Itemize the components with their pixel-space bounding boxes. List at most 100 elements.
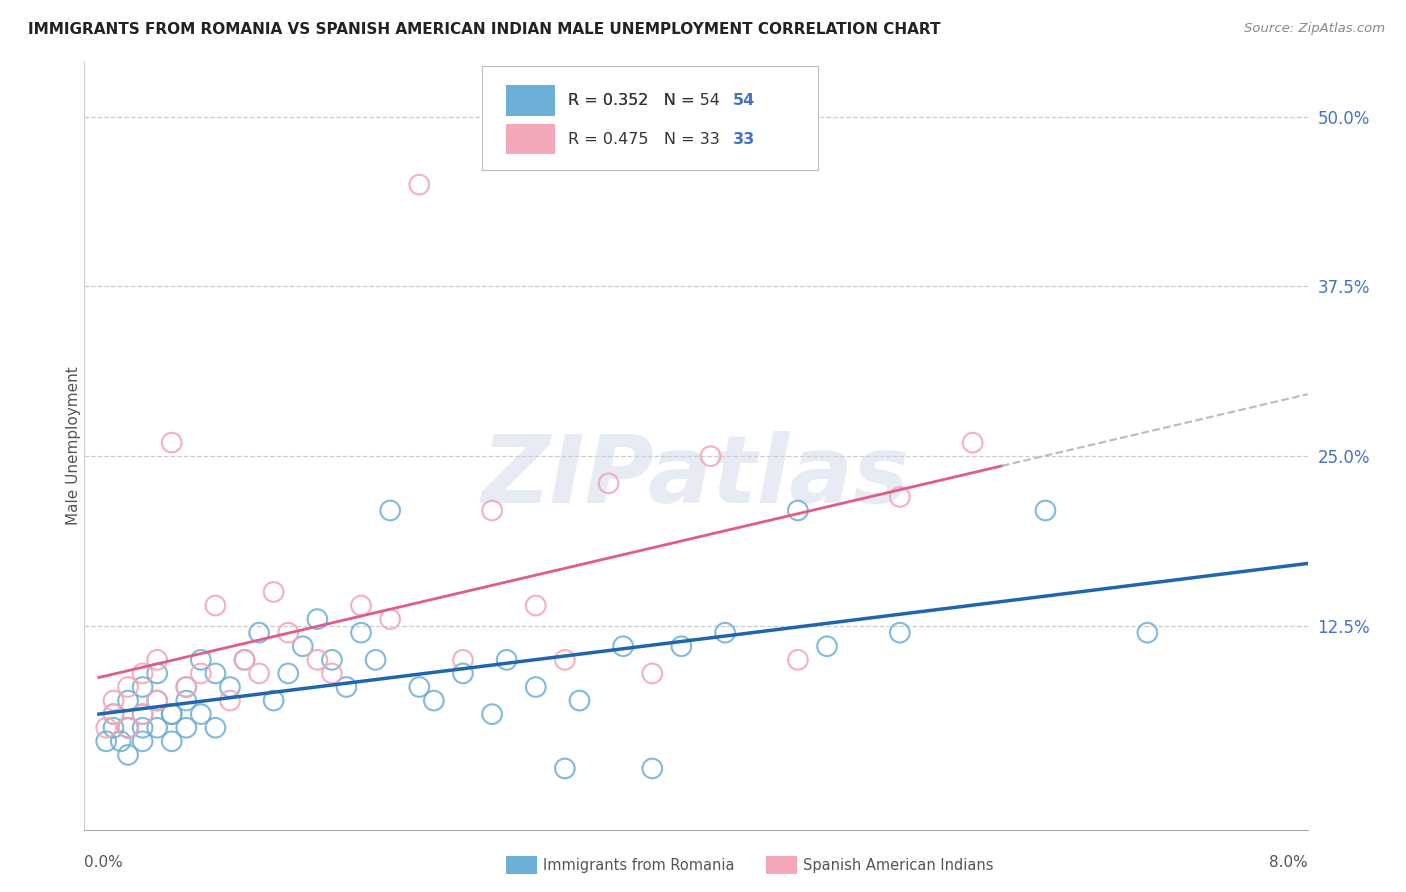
Point	[263, 585, 285, 599]
Point	[889, 490, 911, 504]
Point	[451, 653, 474, 667]
Text: Immigrants from Romania: Immigrants from Romania	[543, 858, 734, 872]
Point	[117, 747, 139, 762]
FancyBboxPatch shape	[506, 86, 555, 116]
Point	[103, 707, 125, 722]
Point	[495, 653, 517, 667]
Point	[277, 625, 299, 640]
Point	[190, 666, 212, 681]
Point	[350, 599, 373, 613]
Point	[174, 680, 197, 694]
Point	[524, 680, 547, 694]
Point	[160, 734, 183, 748]
Point	[962, 435, 984, 450]
Text: R = 0.352   N =: R = 0.352 N =	[568, 94, 699, 108]
Point	[103, 693, 125, 707]
Point	[1136, 625, 1159, 640]
Point	[364, 653, 387, 667]
Point	[554, 762, 576, 776]
Point	[131, 721, 153, 735]
Point	[117, 693, 139, 707]
Point	[204, 599, 226, 613]
Point	[247, 625, 270, 640]
Point	[117, 680, 139, 694]
Point	[103, 721, 125, 735]
Point	[277, 666, 299, 681]
Point	[233, 653, 256, 667]
Point	[641, 762, 664, 776]
Point	[380, 612, 402, 626]
Point	[612, 640, 634, 654]
Point	[219, 680, 242, 694]
Point	[787, 653, 810, 667]
Point	[350, 625, 373, 640]
Point	[787, 503, 810, 517]
Point	[307, 612, 329, 626]
Point	[174, 680, 197, 694]
Point	[117, 721, 139, 735]
Point	[671, 640, 693, 654]
Point	[160, 435, 183, 450]
Point	[174, 721, 197, 735]
Text: R = 0.475   N = 33: R = 0.475 N = 33	[568, 132, 720, 146]
Text: Source: ZipAtlas.com: Source: ZipAtlas.com	[1244, 22, 1385, 36]
Point	[554, 653, 576, 667]
Text: 8.0%: 8.0%	[1268, 855, 1308, 870]
Text: 0.0%: 0.0%	[84, 855, 124, 870]
Point	[481, 707, 503, 722]
Point	[247, 666, 270, 681]
Point	[96, 721, 118, 735]
FancyBboxPatch shape	[482, 66, 818, 169]
Point	[146, 693, 169, 707]
Point	[423, 693, 446, 707]
Point	[714, 625, 737, 640]
Point	[204, 666, 226, 681]
Point	[96, 734, 118, 748]
Point	[641, 666, 664, 681]
Text: ZIPatlas: ZIPatlas	[482, 431, 910, 523]
Point	[146, 721, 169, 735]
Point	[103, 707, 125, 722]
Point	[146, 653, 169, 667]
Point	[160, 707, 183, 722]
Point	[699, 449, 721, 463]
Y-axis label: Male Unemployment: Male Unemployment	[66, 367, 80, 525]
Point	[568, 693, 591, 707]
Point	[321, 666, 343, 681]
Point	[190, 653, 212, 667]
Point	[598, 476, 620, 491]
Point	[131, 680, 153, 694]
Point	[110, 734, 132, 748]
Point	[146, 666, 169, 681]
Point	[408, 178, 430, 192]
Point	[307, 653, 329, 667]
Point	[131, 666, 153, 681]
Point	[219, 693, 242, 707]
Point	[160, 707, 183, 722]
Point	[524, 599, 547, 613]
Point	[889, 625, 911, 640]
Point	[451, 666, 474, 681]
Text: 33: 33	[733, 132, 755, 146]
FancyBboxPatch shape	[506, 124, 555, 154]
Point	[408, 680, 430, 694]
Point	[131, 707, 153, 722]
Point	[380, 503, 402, 517]
Point	[815, 640, 838, 654]
Text: IMMIGRANTS FROM ROMANIA VS SPANISH AMERICAN INDIAN MALE UNEMPLOYMENT CORRELATION: IMMIGRANTS FROM ROMANIA VS SPANISH AMERI…	[28, 22, 941, 37]
Point	[481, 503, 503, 517]
Point	[233, 653, 256, 667]
Point	[146, 693, 169, 707]
Point	[291, 640, 314, 654]
Point	[131, 707, 153, 722]
Point	[190, 707, 212, 722]
Point	[321, 653, 343, 667]
Point	[131, 734, 153, 748]
Text: 54: 54	[733, 94, 755, 108]
Point	[1035, 503, 1057, 517]
Point	[335, 680, 357, 694]
Text: Spanish American Indians: Spanish American Indians	[803, 858, 993, 872]
Point	[263, 693, 285, 707]
Point	[117, 721, 139, 735]
Text: R = 0.352   N = 54: R = 0.352 N = 54	[568, 94, 720, 108]
